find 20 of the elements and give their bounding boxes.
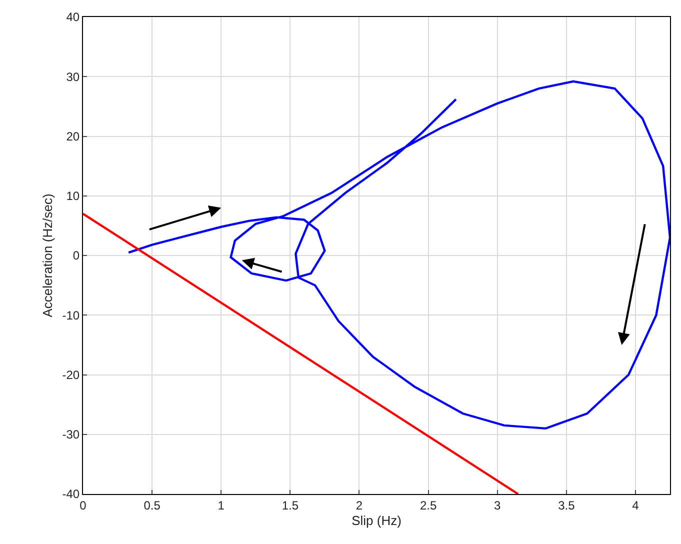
x-axis-title: Slip (Hz) [352, 513, 402, 528]
x-tick-label: 1.5 [282, 498, 299, 512]
x-tick-label: 0.5 [144, 498, 161, 512]
y-tick-label: -30 [62, 428, 80, 442]
x-tick-label: 2.5 [420, 498, 437, 512]
y-tick-label: -40 [62, 487, 80, 502]
y-tick-label: 20 [66, 129, 80, 144]
x-tick-label: 4 [632, 498, 640, 512]
y-tick-label: 10 [66, 189, 80, 204]
y-tick-label: 40 [66, 10, 80, 24]
y-tick-label: -10 [62, 308, 80, 322]
y-tick-label: -20 [62, 368, 80, 382]
x-tick-label: 3 [494, 498, 502, 512]
line-series [127, 80, 670, 430]
y-tick-label: 30 [66, 70, 80, 84]
y-axis-title: Acceleration (Hz/sec) [40, 194, 56, 318]
x-tick-label: 3.5 [558, 498, 576, 512]
x-tick-label: 2 [356, 498, 363, 512]
y-tick-label: 0 [72, 248, 80, 263]
x-tick-label: 1 [218, 498, 225, 512]
